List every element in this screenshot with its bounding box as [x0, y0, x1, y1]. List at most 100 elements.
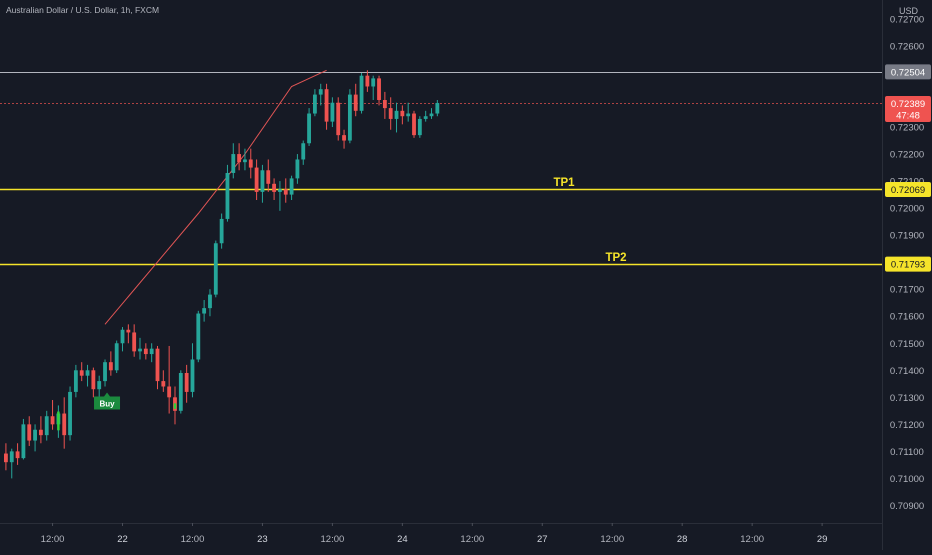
price-tick-label: 0.72200 [890, 150, 924, 161]
candle[interactable] [138, 337, 142, 360]
candle[interactable] [388, 97, 393, 130]
candle[interactable] [272, 178, 277, 201]
price-tick-label: 0.72300 [890, 123, 924, 134]
candle[interactable] [243, 148, 247, 171]
candle[interactable] [417, 116, 422, 138]
candle[interactable] [359, 72, 364, 114]
candle[interactable] [318, 83, 323, 106]
candle[interactable] [266, 159, 271, 192]
candle[interactable] [371, 75, 376, 101]
candle-body [178, 372, 183, 411]
candle[interactable] [406, 102, 411, 122]
candle[interactable] [38, 416, 43, 444]
candle[interactable] [307, 108, 311, 146]
candle[interactable] [213, 240, 218, 298]
candle[interactable] [85, 364, 90, 387]
candle[interactable] [178, 370, 183, 414]
time-tick-label: 24 [397, 534, 408, 545]
time-tick-label: 23 [257, 534, 268, 545]
candle[interactable] [382, 91, 387, 119]
candle[interactable] [27, 416, 32, 446]
candle[interactable] [149, 343, 154, 363]
candle[interactable] [4, 443, 8, 471]
candle[interactable] [330, 97, 335, 128]
price-tag-bg [885, 64, 931, 80]
candle-body [388, 108, 393, 119]
candle[interactable] [114, 340, 119, 373]
price-tick-label: 0.71300 [890, 393, 924, 404]
candle[interactable] [15, 443, 20, 465]
candle[interactable] [423, 110, 428, 122]
candle[interactable] [190, 343, 195, 398]
candle-body [62, 413, 67, 436]
price-tag-bg [885, 181, 931, 197]
candle[interactable] [301, 140, 306, 165]
candle[interactable] [254, 159, 259, 201]
candle[interactable] [132, 324, 137, 357]
candle[interactable] [347, 89, 352, 144]
candle[interactable] [21, 418, 26, 460]
candle-body [33, 429, 37, 441]
candle[interactable] [353, 83, 358, 117]
level-price-tag-tp1[interactable]: 0.72069 [885, 181, 931, 197]
candle[interactable] [295, 154, 300, 184]
candle[interactable] [126, 324, 131, 344]
candle[interactable] [202, 300, 207, 322]
candle[interactable] [161, 370, 166, 392]
candle[interactable] [278, 181, 282, 211]
candle[interactable] [260, 164, 265, 203]
candle[interactable] [248, 148, 253, 179]
candle[interactable] [68, 386, 72, 441]
candle[interactable] [283, 178, 288, 203]
candle[interactable] [324, 83, 329, 130]
candle[interactable] [73, 364, 78, 398]
candle[interactable] [429, 108, 434, 119]
candle[interactable] [289, 175, 294, 201]
candle[interactable] [79, 362, 84, 382]
candle-body [254, 167, 259, 192]
candle[interactable] [50, 400, 55, 430]
candle[interactable] [394, 102, 399, 133]
candle[interactable] [155, 345, 160, 390]
candle[interactable] [365, 70, 370, 92]
buy-signal-badge[interactable]: Buy [94, 392, 121, 410]
candle[interactable] [342, 129, 346, 149]
candle[interactable] [120, 327, 125, 352]
level-price-tag-resistance[interactable]: 0.72504 [885, 64, 931, 80]
candle[interactable] [33, 424, 37, 452]
level-label-tp2: TP2 [605, 252, 626, 264]
candle[interactable] [435, 100, 440, 117]
price-axis[interactable]: 0.70900 0.71000 0.71100 0.71200 0.71300 0.714… [890, 14, 924, 512]
candle[interactable] [231, 143, 236, 179]
candle[interactable] [97, 375, 102, 398]
candle[interactable] [312, 89, 317, 117]
candle[interactable] [62, 397, 67, 449]
current-price-value: 0.72389 [891, 99, 925, 110]
candle[interactable] [143, 343, 148, 360]
candle[interactable] [9, 448, 14, 479]
level-price-tag-tp2[interactable]: 0.71793 [885, 256, 931, 272]
candle[interactable] [237, 143, 242, 171]
candle[interactable] [184, 364, 189, 403]
candle[interactable] [108, 351, 113, 376]
candle[interactable] [400, 105, 405, 125]
candle[interactable] [377, 75, 381, 106]
candle[interactable] [336, 97, 341, 141]
candle[interactable] [91, 367, 96, 398]
candle[interactable] [167, 345, 172, 414]
candle[interactable] [225, 164, 230, 222]
price-tick-label: 0.71500 [890, 339, 924, 350]
candle[interactable] [103, 359, 107, 387]
candle-body [196, 313, 201, 360]
time-axis[interactable]: 12:00 22 12:00 23 12:00 24 12:00 27 12:00 28 12:00… [41, 523, 828, 545]
candle[interactable] [196, 310, 201, 363]
candle-body [97, 381, 102, 390]
candle[interactable] [208, 289, 212, 317]
candle[interactable] [412, 110, 416, 138]
candle[interactable] [44, 410, 49, 441]
candle[interactable] [219, 213, 224, 249]
